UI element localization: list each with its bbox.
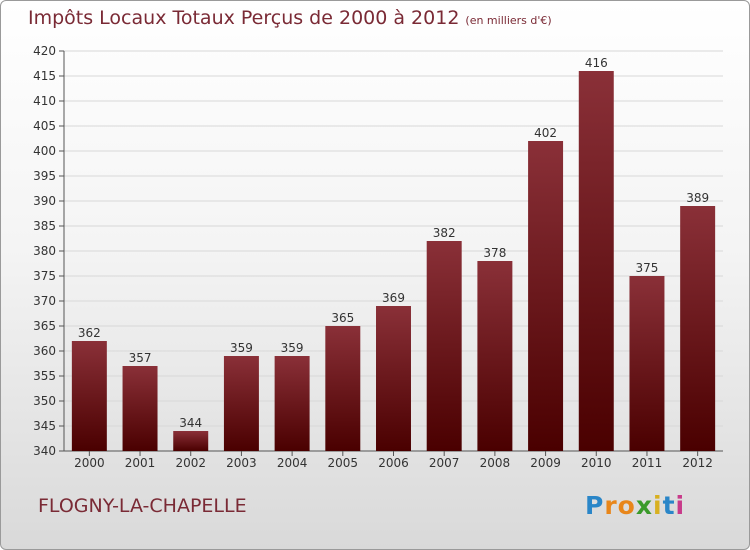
data-label: 402 bbox=[534, 126, 557, 140]
data-label: 344 bbox=[179, 416, 202, 430]
proxiti-logo[interactable]: Proxiti bbox=[585, 491, 685, 520]
place-name: FLOGNY-LA-CHAPELLE bbox=[38, 495, 247, 517]
y-tick-label: 340 bbox=[33, 444, 56, 458]
y-tick-label: 420 bbox=[33, 44, 56, 58]
y-tick-label: 400 bbox=[33, 144, 56, 158]
data-label: 375 bbox=[636, 261, 659, 275]
x-tick-label: 2010 bbox=[581, 456, 612, 470]
logo-letter: i bbox=[675, 491, 686, 520]
y-tick-label: 405 bbox=[33, 119, 56, 133]
chart-title: Impôts Locaux Totaux Perçus de 2000 à 20… bbox=[28, 7, 552, 29]
y-tick-label: 365 bbox=[33, 319, 56, 333]
x-tick-label: 2002 bbox=[175, 456, 206, 470]
y-tick-label: 350 bbox=[33, 394, 56, 408]
y-tick-label: 370 bbox=[33, 294, 56, 308]
logo-letter: o bbox=[617, 491, 636, 520]
bar bbox=[629, 276, 665, 451]
bar bbox=[376, 306, 411, 451]
logo-letter: t bbox=[662, 491, 676, 520]
data-label: 369 bbox=[382, 291, 405, 305]
y-tick-label: 345 bbox=[33, 419, 56, 433]
bar bbox=[680, 206, 716, 451]
x-tick-label: 2003 bbox=[226, 456, 257, 470]
data-label: 416 bbox=[585, 56, 608, 70]
y-tick-label: 415 bbox=[33, 69, 56, 83]
data-labels: 362 357 344 359 359 365 369 382 378 402 416 375 389 bbox=[78, 56, 709, 430]
bar bbox=[325, 326, 361, 451]
x-tick-label: 2007 bbox=[429, 456, 460, 470]
x-tick-label: 2008 bbox=[480, 456, 511, 470]
data-label: 357 bbox=[129, 351, 152, 365]
logo-letter: r bbox=[604, 491, 618, 520]
data-label: 362 bbox=[78, 326, 101, 340]
bar bbox=[274, 356, 310, 451]
y-tick-label: 395 bbox=[33, 169, 56, 183]
x-tick-label: 2000 bbox=[74, 456, 105, 470]
data-label: 365 bbox=[331, 311, 354, 325]
bar bbox=[122, 366, 158, 451]
x-tick-label: 2012 bbox=[682, 456, 713, 470]
y-tick-label: 375 bbox=[33, 269, 56, 283]
y-tick-label: 380 bbox=[33, 244, 56, 258]
y-tick-label: 390 bbox=[33, 194, 56, 208]
y-tick-label: 355 bbox=[33, 369, 56, 383]
logo-letter: P bbox=[585, 491, 605, 520]
bars bbox=[71, 71, 716, 451]
data-label: 382 bbox=[433, 226, 456, 240]
x-tick-label: 2006 bbox=[378, 456, 409, 470]
bar bbox=[578, 71, 614, 451]
bar bbox=[71, 341, 107, 451]
x-tick-label: 2009 bbox=[530, 456, 561, 470]
logo-letter: x bbox=[635, 491, 653, 520]
x-axis-ticks: 2000 2001 2002 2003 2004 2005 2006 2007 2008 2009… bbox=[74, 451, 713, 470]
bar bbox=[173, 431, 209, 451]
y-tick-label: 360 bbox=[33, 344, 56, 358]
data-label: 359 bbox=[281, 341, 304, 355]
data-label: 359 bbox=[230, 341, 253, 355]
bar bbox=[528, 141, 564, 451]
title-text: Impôts Locaux Totaux Perçus de 2000 à 20… bbox=[28, 7, 460, 29]
data-label: 378 bbox=[483, 246, 506, 260]
unit-label: (en milliers d'€) bbox=[465, 14, 552, 27]
y-tick-label: 385 bbox=[33, 219, 56, 233]
logo-letter: i bbox=[653, 491, 663, 520]
x-tick-label: 2004 bbox=[277, 456, 308, 470]
x-tick-label: 2001 bbox=[125, 456, 156, 470]
y-tick-label: 410 bbox=[33, 94, 56, 108]
x-tick-label: 2011 bbox=[632, 456, 663, 470]
bar bbox=[426, 241, 462, 451]
bar bbox=[477, 261, 513, 451]
y-axis-ticks: 340 345 350 355 360 365 370 375 380 385 390 395 400 4… bbox=[33, 44, 723, 458]
bar bbox=[223, 356, 259, 451]
data-label: 389 bbox=[686, 191, 709, 205]
x-tick-label: 2005 bbox=[328, 456, 359, 470]
